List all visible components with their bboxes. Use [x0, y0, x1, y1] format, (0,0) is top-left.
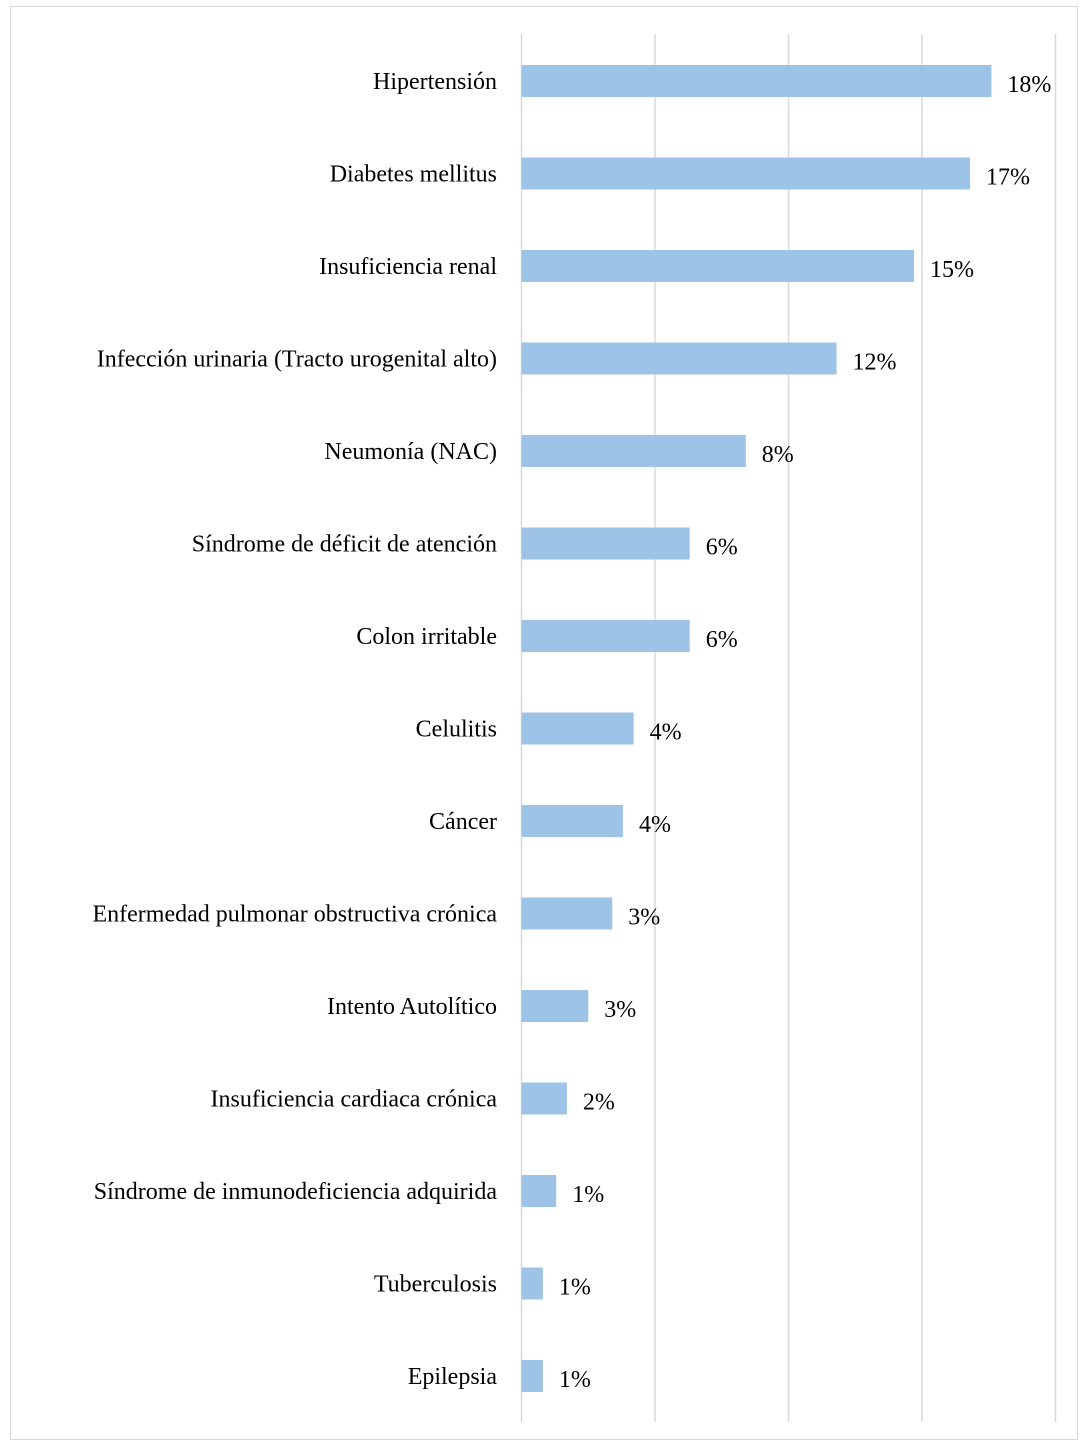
labels: Hipertensión 18% Diabetes mellitus 17% Insuf…	[92, 69, 1051, 1393]
data-label: 1%	[559, 1275, 591, 1301]
data-label: 1%	[572, 1182, 604, 1208]
data-label: 18%	[1007, 72, 1051, 98]
bar	[521, 620, 690, 652]
bar	[521, 1267, 543, 1300]
category-label: Insuficiencia cardiaca crónica	[211, 1087, 498, 1113]
bar	[521, 157, 971, 190]
category-label: Tuberculosis	[374, 1272, 497, 1298]
category-label: Intento Autolítico	[327, 994, 497, 1020]
data-label: 17%	[986, 165, 1030, 191]
category-label: Síndrome de inmunodeficiencia adquirida	[94, 1179, 498, 1205]
data-label: 3%	[628, 905, 660, 931]
data-label: 6%	[706, 535, 738, 561]
category-label: Infección urinaria (Tracto urogenital al…	[97, 347, 497, 373]
category-label: Enfermedad pulmonar obstructiva crónica	[92, 902, 497, 928]
bar	[521, 342, 837, 375]
data-label: 6%	[706, 627, 738, 653]
bar	[521, 897, 613, 930]
bar	[521, 1082, 567, 1115]
data-label: 1%	[559, 1367, 591, 1393]
bar	[521, 712, 634, 745]
bars	[521, 65, 992, 1392]
bar	[521, 1360, 543, 1392]
bar	[521, 435, 746, 467]
data-label: 2%	[583, 1090, 615, 1116]
category-label: Insuficiencia renal	[319, 254, 497, 280]
data-label: 8%	[762, 442, 794, 468]
category-label: Hipertensión	[373, 69, 497, 95]
data-label: 12%	[853, 350, 897, 376]
category-label: Epilepsia	[408, 1364, 498, 1390]
data-label: 4%	[650, 720, 682, 746]
category-label: Diabetes mellitus	[330, 162, 497, 188]
data-label: 3%	[604, 997, 636, 1023]
category-label: Cáncer	[429, 809, 497, 835]
category-label: Colon irritable	[356, 624, 497, 650]
data-label: 15%	[930, 257, 974, 283]
bar	[521, 65, 992, 97]
bar	[521, 990, 589, 1022]
category-label: Celulitis	[416, 717, 497, 743]
data-label: 4%	[639, 812, 671, 838]
bar	[521, 805, 623, 837]
bar	[521, 250, 914, 282]
category-label: Síndrome de déficit de atención	[192, 532, 497, 558]
category-label: Neumonía (NAC)	[324, 439, 497, 465]
bar	[521, 1175, 557, 1207]
bar	[521, 527, 690, 560]
